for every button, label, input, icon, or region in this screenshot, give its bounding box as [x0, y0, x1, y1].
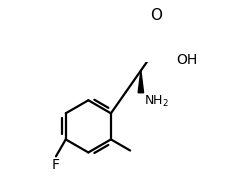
Text: NH$_2$: NH$_2$ [143, 94, 168, 109]
Text: OH: OH [175, 53, 196, 67]
Text: O: O [149, 8, 161, 23]
Polygon shape [138, 70, 143, 93]
Text: F: F [52, 158, 60, 172]
